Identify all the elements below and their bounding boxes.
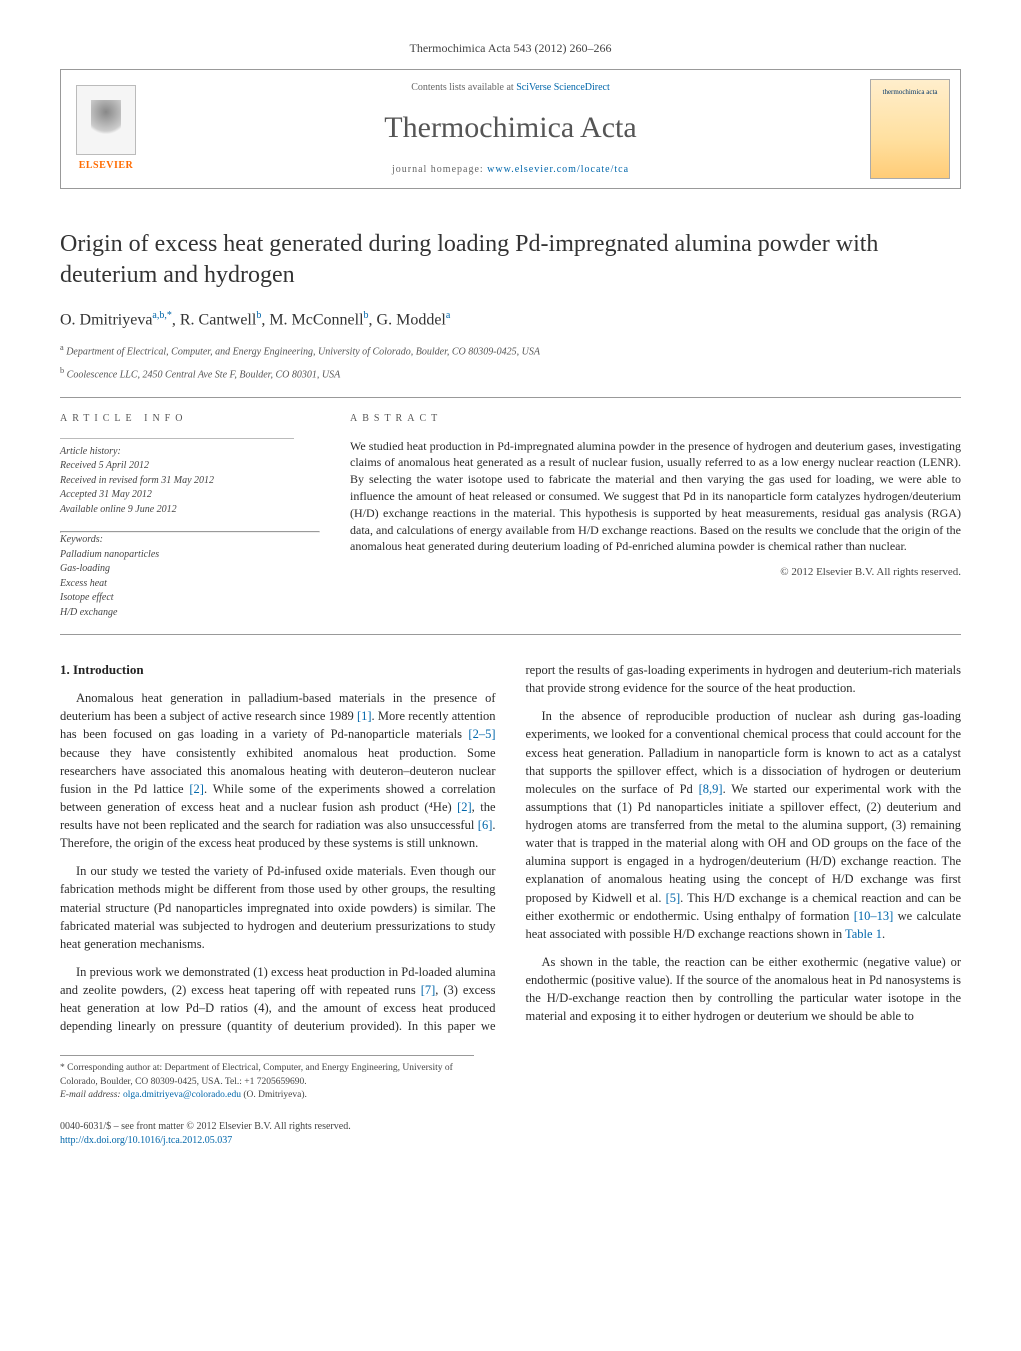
ref-2-5[interactable]: [2–5] [468,727,495,741]
issn-line: 0040-6031/$ – see front matter © 2012 El… [60,1120,961,1134]
ref-1[interactable]: [1] [357,709,372,723]
ref-7[interactable]: [7] [421,983,436,997]
abstract-text: We studied heat production in Pd-impregn… [350,438,961,556]
homepage-prefix: journal homepage: [392,164,487,175]
elsevier-logo: ELSEVIER [61,70,151,188]
elsevier-label: ELSEVIER [79,159,134,173]
history-revised: Received in revised form 31 May 2012 [60,474,320,489]
author-3: , M. McConnell [261,312,363,329]
email-tail: (O. Dmitriyeva). [241,1090,307,1100]
para-1: Anomalous heat generation in palladium-b… [60,689,496,852]
sciencedirect-link[interactable]: SciVerse ScienceDirect [516,82,610,93]
affil-b-text: Coolescence LLC, 2450 Central Ave Ste F,… [64,370,340,381]
contents-line: Contents lists available at SciVerse Sci… [171,81,850,95]
journal-cover-thumbnail: thermochimica acta [870,79,950,179]
history-online: Available online 9 June 2012 [60,503,320,518]
author-1: O. Dmitriyeva [60,312,152,329]
body-columns: 1. Introduction Anomalous heat generatio… [60,661,961,1035]
email-link[interactable]: olga.dmitriyeva@colorado.edu [123,1090,241,1100]
ref-2b[interactable]: [2] [457,800,472,814]
elsevier-tree-icon [76,85,136,155]
journal-header-box: ELSEVIER Contents lists available at Sci… [60,69,961,189]
article-info-label: ARTICLE INFO [60,412,320,426]
corresponding-footnote: * Corresponding author at: Department of… [60,1055,474,1102]
history-head: Article history: [60,445,320,460]
rule-top [60,397,961,398]
rule-bottom [60,634,961,635]
keywords-head: Keywords: [60,533,320,548]
ref-8-9[interactable]: [8,9] [699,782,723,796]
keyword-4: Isotope effect [60,591,320,606]
affil-a-text: Department of Electrical, Computer, and … [64,346,540,357]
p4e: . [882,927,885,941]
history-block: Article history: Received 5 April 2012 R… [60,438,320,518]
article-title: Origin of excess heat generated during l… [60,229,961,291]
affiliation-a: a Department of Electrical, Computer, an… [60,342,961,359]
para-5: As shown in the table, the reaction can … [526,953,962,1026]
intro-heading: 1. Introduction [60,661,496,679]
history-received: Received 5 April 2012 [60,459,320,474]
affiliation-b: b Coolescence LLC, 2450 Central Ave Ste … [60,365,961,382]
author-2: , R. Cantwell [172,312,256,329]
history-rule [60,438,294,439]
keyword-3: Excess heat [60,577,320,592]
ref-6[interactable]: [6] [478,818,493,832]
header-center: Contents lists available at SciVerse Sci… [151,81,870,177]
author-1-sup: a,b,* [152,310,171,321]
ref-2a[interactable]: [2] [189,782,204,796]
abstract-column: ABSTRACT We studied heat production in P… [350,412,961,621]
p4b: . We started our experimental work with … [526,782,962,905]
keyword-5: H/D exchange [60,606,320,621]
keywords-block: Keywords: Palladium nanoparticles Gas-lo… [60,531,320,620]
journal-title: Thermochimica Acta [171,107,850,149]
contents-prefix: Contents lists available at [411,82,516,93]
footnote-text: Corresponding author at: Department of E… [60,1063,453,1086]
table-1-link[interactable]: Table 1 [845,927,882,941]
article-info-column: ARTICLE INFO Article history: Received 5… [60,412,320,621]
para-2: In our study we tested the variety of Pd… [60,862,496,953]
abstract-copyright: © 2012 Elsevier B.V. All rights reserved… [350,565,961,580]
email-label: E-mail address: [60,1090,123,1100]
ref-10-13[interactable]: [10–13] [854,909,894,923]
abstract-label: ABSTRACT [350,412,961,426]
author-list: O. Dmitriyevaa,b,*, R. Cantwellb, M. McC… [60,309,961,332]
history-accepted: Accepted 31 May 2012 [60,488,320,503]
author-4-sup: a [446,310,450,321]
ref-5[interactable]: [5] [666,891,681,905]
para-4: In the absence of reproducible productio… [526,707,962,943]
keyword-2: Gas-loading [60,562,320,577]
keyword-1: Palladium nanoparticles [60,548,320,563]
homepage-line: journal homepage: www.elsevier.com/locat… [171,163,850,177]
bottom-meta: 0040-6031/$ – see front matter © 2012 El… [60,1120,961,1148]
cover-thumb-text: thermochimica acta [883,88,938,98]
homepage-link[interactable]: www.elsevier.com/locate/tca [487,164,629,175]
info-abstract-row: ARTICLE INFO Article history: Received 5… [60,412,961,621]
author-4: , G. Moddel [369,312,446,329]
doi-link[interactable]: http://dx.doi.org/10.1016/j.tca.2012.05.… [60,1135,232,1146]
journal-reference: Thermochimica Acta 543 (2012) 260–266 [60,40,961,57]
